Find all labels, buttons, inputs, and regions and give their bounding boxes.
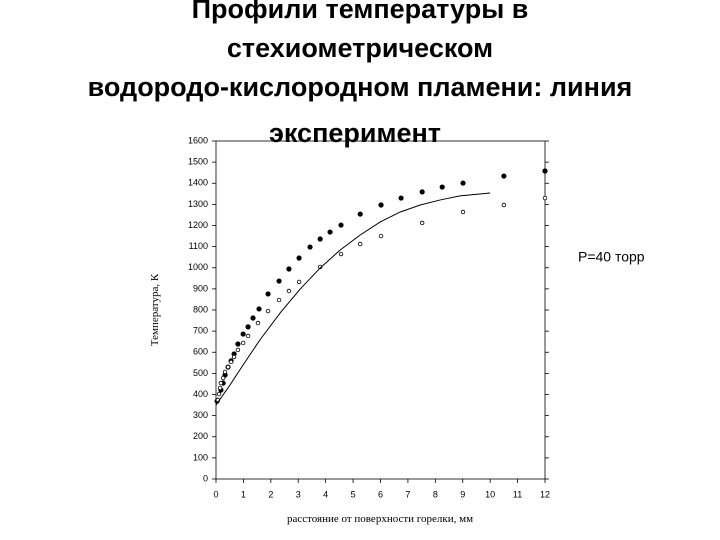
filled-point: [250, 315, 256, 321]
open-point: [222, 369, 228, 375]
open-point: [501, 202, 507, 208]
x-tick-label: 9: [460, 489, 465, 499]
x-tick-label: 12: [540, 489, 550, 499]
open-point: [217, 385, 223, 391]
y-tick-label: 200: [193, 431, 208, 441]
y-tick-label: 1400: [188, 178, 208, 188]
title-line: стехиометрическом: [227, 33, 493, 63]
filled-point: [327, 229, 333, 235]
open-point: [419, 220, 425, 226]
filled-point: [240, 331, 246, 337]
y-tick-label: 1200: [188, 220, 208, 230]
filled-point: [276, 278, 282, 284]
open-point: [218, 380, 224, 386]
y-tick-label: 400: [193, 389, 208, 399]
open-point: [338, 251, 344, 257]
open-point: [542, 195, 548, 201]
filled-point: [398, 195, 404, 201]
filled-point: [256, 306, 262, 312]
x-tick-label: 4: [323, 489, 328, 499]
open-point: [225, 364, 231, 370]
open-point: [240, 340, 246, 346]
y-tick-label: 1000: [188, 262, 208, 272]
x-tick-label: 6: [378, 489, 383, 499]
x-axis-label: расстояние от поверхности горелки, мм: [287, 513, 473, 525]
title-line: Профили температуры в: [192, 0, 529, 24]
x-tick-label: 5: [351, 489, 356, 499]
filled-point: [419, 189, 425, 195]
filled-point: [317, 236, 323, 242]
y-tick-label: 1100: [189, 241, 208, 251]
annotation: P=40 торр: [578, 249, 645, 265]
x-tick-label: 8: [433, 489, 438, 499]
open-point: [378, 233, 384, 239]
filled-point: [460, 180, 466, 186]
open-point: [235, 347, 241, 353]
y-axis-label: Температура, К: [149, 273, 161, 346]
y-tick-label: 500: [193, 368, 208, 378]
x-tick-label: 1: [241, 489, 246, 499]
open-point: [245, 333, 251, 339]
y-tick-label: 800: [193, 304, 208, 314]
open-point: [228, 359, 234, 365]
fit-line: [215, 192, 491, 406]
open-point: [231, 354, 237, 360]
y-tick-label: 300: [193, 410, 208, 420]
filled-point: [542, 168, 548, 174]
open-point: [286, 288, 292, 294]
plot-frame: [215, 140, 546, 480]
open-point: [255, 320, 261, 326]
y-tick-label: 100: [193, 452, 208, 462]
x-tick-label: 11: [513, 489, 522, 499]
filled-point: [439, 184, 445, 190]
y-tick-label: 1500: [188, 157, 208, 167]
x-tick-label: 7: [405, 489, 410, 499]
x-tick-label: 10: [485, 489, 495, 499]
x-tick-label: 0: [213, 489, 218, 499]
y-tick-label: 1600: [188, 135, 208, 145]
x-tick-label: 2: [268, 489, 273, 499]
open-point: [358, 241, 363, 247]
open-point: [216, 391, 222, 397]
open-point: [220, 375, 226, 381]
y-tick-label: 0: [203, 473, 208, 483]
filled-point: [357, 211, 363, 217]
y-tick-label: 900: [193, 283, 208, 293]
open-point: [460, 209, 466, 215]
open-point: [276, 297, 282, 303]
filled-point: [235, 341, 241, 347]
open-point: [265, 308, 271, 314]
filled-point: [338, 222, 344, 228]
x-tick-label: 3: [296, 489, 301, 499]
filled-point: [307, 244, 313, 250]
filled-point: [286, 266, 292, 272]
y-tick-label: 1300: [188, 199, 208, 209]
y-tick-label: 700: [193, 326, 208, 336]
y-tick-label: 600: [193, 347, 208, 357]
filled-point: [378, 202, 384, 208]
filled-point: [501, 173, 507, 179]
title-line: водородо-кислородном пламени: линия: [88, 72, 633, 102]
filled-point: [296, 255, 302, 261]
title-line: эксперимент: [269, 118, 441, 148]
filled-point: [245, 324, 251, 330]
open-point: [296, 279, 302, 285]
filled-point: [265, 291, 271, 297]
